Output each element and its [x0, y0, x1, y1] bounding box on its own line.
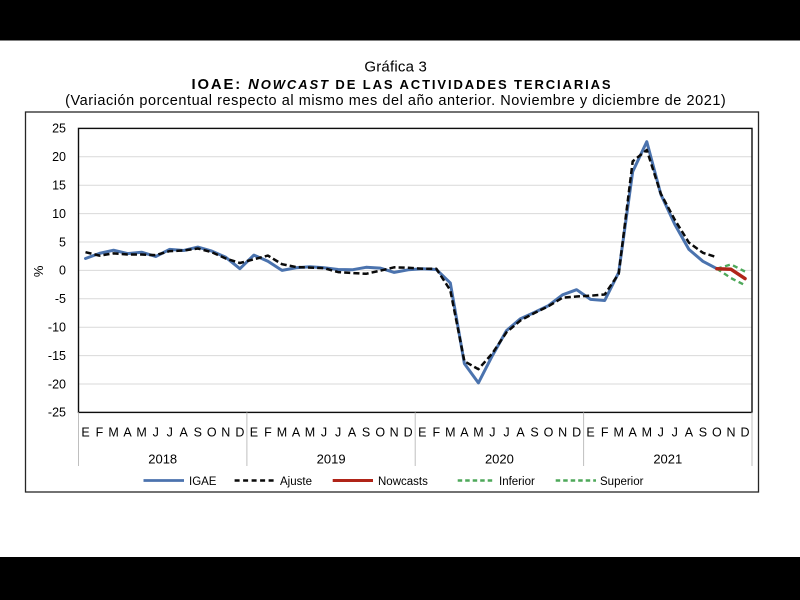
svg-text:A: A	[460, 426, 469, 440]
svg-text:A: A	[180, 426, 189, 440]
svg-text:-5: -5	[55, 292, 66, 306]
svg-text:D: D	[740, 426, 749, 440]
svg-text:J: J	[503, 426, 509, 440]
svg-text:O: O	[375, 426, 385, 440]
svg-text:Superior: Superior	[600, 476, 644, 488]
svg-text:20: 20	[52, 150, 66, 164]
svg-text:-20: -20	[48, 377, 66, 391]
svg-text:%: %	[31, 265, 46, 277]
svg-text:-10: -10	[48, 321, 66, 335]
svg-text:D: D	[235, 426, 244, 440]
svg-text:M: M	[305, 426, 315, 440]
svg-text:E: E	[586, 426, 594, 440]
svg-text:-25: -25	[48, 406, 66, 420]
svg-text:M: M	[473, 426, 483, 440]
svg-text:Gráfica 3: Gráfica 3	[364, 59, 427, 76]
svg-text:2021: 2021	[653, 452, 682, 467]
svg-text:M: M	[277, 426, 287, 440]
svg-text:S: S	[194, 426, 202, 440]
svg-text:A: A	[629, 426, 638, 440]
svg-text:M: M	[136, 426, 146, 440]
svg-text:N: N	[726, 426, 735, 440]
svg-text:-15: -15	[48, 349, 66, 363]
svg-text:A: A	[292, 426, 301, 440]
svg-text:A: A	[123, 426, 132, 440]
svg-text:(Variación porcentual respecto: (Variación porcentual respecto al mismo …	[65, 93, 726, 109]
svg-text:M: M	[642, 426, 652, 440]
svg-text:2019: 2019	[317, 452, 346, 467]
svg-text:J: J	[489, 426, 495, 440]
svg-text:S: S	[530, 426, 538, 440]
svg-text:Nowcasts: Nowcasts	[378, 476, 428, 488]
svg-text:S: S	[362, 426, 370, 440]
svg-text:E: E	[81, 426, 89, 440]
svg-text:IOAE: NOWCAST DE LAS ACTIVIDAD: IOAE: NOWCAST DE LAS ACTIVIDADES TERCIAR…	[192, 77, 613, 93]
svg-text:A: A	[516, 426, 525, 440]
svg-text:10: 10	[52, 207, 66, 221]
svg-text:N: N	[221, 426, 230, 440]
svg-text:D: D	[572, 426, 581, 440]
svg-text:M: M	[445, 426, 455, 440]
svg-text:5: 5	[59, 235, 66, 249]
svg-text:IGAE: IGAE	[189, 476, 217, 488]
svg-text:O: O	[712, 426, 722, 440]
svg-text:N: N	[558, 426, 567, 440]
svg-text:E: E	[250, 426, 258, 440]
svg-text:0: 0	[59, 264, 66, 278]
svg-text:15: 15	[52, 179, 66, 193]
svg-text:2020: 2020	[485, 452, 514, 467]
svg-text:J: J	[335, 426, 341, 440]
svg-text:2018: 2018	[148, 452, 177, 467]
svg-text:A: A	[348, 426, 357, 440]
svg-text:F: F	[432, 426, 440, 440]
svg-text:D: D	[404, 426, 413, 440]
svg-text:S: S	[699, 426, 707, 440]
svg-text:O: O	[207, 426, 217, 440]
svg-text:25: 25	[52, 122, 66, 136]
svg-text:N: N	[390, 426, 399, 440]
svg-text:J: J	[321, 426, 327, 440]
svg-text:M: M	[613, 426, 623, 440]
svg-text:J: J	[658, 426, 664, 440]
svg-text:Ajuste: Ajuste	[280, 476, 312, 488]
svg-text:M: M	[108, 426, 118, 440]
svg-text:F: F	[264, 426, 272, 440]
svg-text:J: J	[672, 426, 678, 440]
svg-text:O: O	[544, 426, 554, 440]
svg-text:J: J	[167, 426, 173, 440]
svg-text:E: E	[418, 426, 426, 440]
svg-text:A: A	[685, 426, 694, 440]
svg-text:F: F	[601, 426, 609, 440]
svg-text:Inferior: Inferior	[499, 476, 535, 488]
svg-text:F: F	[96, 426, 104, 440]
svg-text:J: J	[153, 426, 159, 440]
